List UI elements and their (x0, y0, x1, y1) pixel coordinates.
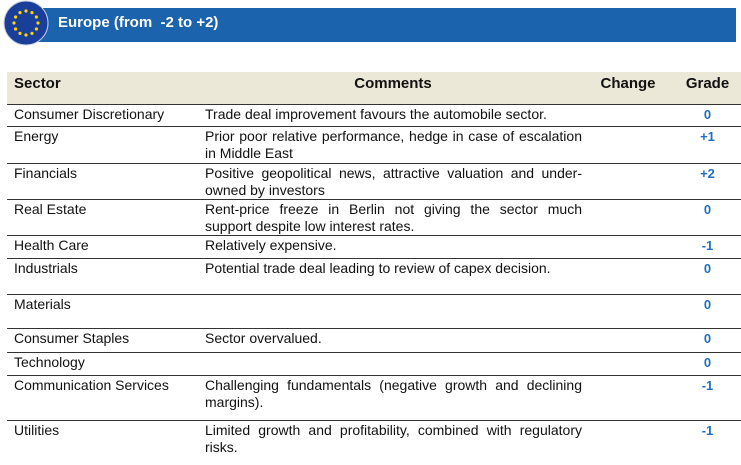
change-cell (582, 327, 674, 352)
grade-cell: -1 (674, 234, 741, 258)
header-bar (18, 8, 736, 42)
sector-cell: Financials (7, 162, 205, 199)
table-row: Technology 0 (7, 351, 741, 375)
table-row: Health Care Relatively expensive. -1 (7, 234, 741, 258)
header-title: Europe (from -2 to +2) (58, 14, 219, 31)
sector-cell: Health Care (7, 234, 205, 258)
grade-cell: 0 (674, 293, 741, 328)
change-cell (582, 234, 674, 258)
change-cell (582, 293, 674, 328)
sector-table: Sector Comments Change Grade Consumer Discr… (7, 72, 741, 458)
table-row: Financials Positive geopolitical news, at… (7, 162, 741, 199)
change-cell (582, 198, 674, 235)
grade-cell: +1 (674, 125, 741, 163)
table-row: Communication Services Challenging fundam… (7, 374, 741, 420)
column-header: Grade (674, 72, 741, 105)
grade-cell: -1 (674, 374, 741, 420)
grade-cell: 0 (674, 257, 741, 294)
sector-cell: Real Estate (7, 198, 205, 235)
comment-cell (205, 293, 582, 328)
change-cell (582, 419, 674, 458)
grade-cell: 0 (674, 103, 741, 126)
sector-cell: Technology (7, 351, 205, 375)
column-header: Change (582, 72, 674, 105)
comment-cell: Challenging fundamentals (negative growt… (205, 374, 582, 420)
header-row: Sector Comments Change Grade (7, 72, 741, 105)
table-row: Consumer Staples Sector overvalued. 0 (7, 327, 741, 352)
change-cell (582, 351, 674, 375)
change-cell (582, 103, 674, 126)
grade-cell: -1 (674, 419, 741, 458)
table-row: Industrials Potential trade deal leading … (7, 257, 741, 294)
comment-cell: Prior poor relative performance, hedge i… (205, 125, 582, 163)
comment-cell: Rent-price freeze in Berlin not giving t… (205, 198, 582, 235)
comment-cell: Limited growth and profitability, combin… (205, 419, 582, 458)
eu-flag-icon (3, 0, 49, 46)
grade-cell: 0 (674, 198, 741, 235)
column-header: Sector (7, 72, 205, 105)
table-row: Real Estate Rent-price freeze in Berlin n… (7, 198, 741, 235)
sector-cell: Materials (7, 293, 205, 328)
change-cell (582, 162, 674, 199)
sector-cell: Utilities (7, 419, 205, 458)
comment-cell: Potential trade deal leading to review o… (205, 257, 582, 294)
comment-cell: Sector overvalued. (205, 327, 582, 352)
comment-cell: Relatively expensive. (205, 234, 582, 258)
change-cell (582, 125, 674, 163)
sector-cell: Energy (7, 125, 205, 163)
table-row: Consumer Discretionary Trade deal improve… (7, 103, 741, 126)
sector-cell: Communication Services (7, 374, 205, 420)
change-cell (582, 257, 674, 294)
grade-cell: +2 (674, 162, 741, 199)
comment-cell: Positive geopolitical news, attractive v… (205, 162, 582, 199)
sector-cell: Industrials (7, 257, 205, 294)
grade-cell: 0 (674, 327, 741, 352)
change-cell (582, 374, 674, 420)
comment-cell (205, 351, 582, 375)
sector-cell: Consumer Staples (7, 327, 205, 352)
table-row: Materials 0 (7, 293, 741, 328)
comment-cell: Trade deal improvement favours the autom… (205, 103, 582, 126)
sector-cell: Consumer Discretionary (7, 103, 205, 126)
table-row: Energy Prior poor relative performance, h… (7, 125, 741, 163)
column-header: Comments (205, 72, 582, 105)
grade-cell: 0 (674, 351, 741, 375)
table-row: Utilities Limited growth and profitabilit… (7, 419, 741, 458)
